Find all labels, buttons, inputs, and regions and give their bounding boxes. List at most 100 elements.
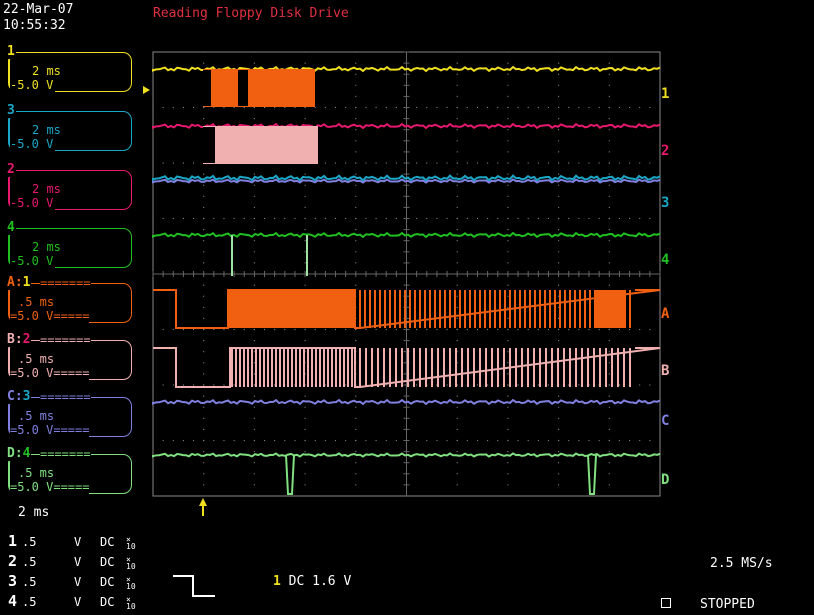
- grid-dot: [355, 106, 357, 109]
- grid-dot: [608, 406, 610, 408]
- vertical-row-1: 1.5 V DC × 10: [8, 532, 136, 551]
- grid-dot: [456, 317, 458, 319]
- grid-dot: [547, 384, 550, 386]
- grid-dot: [324, 162, 326, 164]
- grid-dot: [355, 195, 357, 197]
- grid-dot: [547, 217, 550, 220]
- grid-dot: [507, 351, 509, 353]
- grid-dot: [203, 284, 205, 286]
- math-d-box[interactable]: D:4 ======= .5 ms =5.0 V=====: [6, 446, 132, 494]
- grid-dot: [608, 84, 610, 86]
- grid-dot: [456, 95, 458, 97]
- grid-dot: [558, 428, 560, 430]
- grid-dot: [608, 229, 610, 231]
- grid-dot: [608, 106, 610, 109]
- math-c-box[interactable]: C:3 ======= .5 ms =5.0 V=====: [6, 389, 132, 437]
- grid-dot: [507, 451, 509, 453]
- grid-dot: [182, 328, 185, 331]
- grid-dot: [659, 217, 661, 220]
- marker-1-icon: 1: [661, 86, 670, 102]
- grid-dot: [203, 295, 205, 297]
- grid-dot: [507, 84, 509, 86]
- grid-dot: [182, 384, 185, 386]
- grid-dot: [172, 328, 174, 331]
- grid-dot: [304, 262, 306, 264]
- grid-dot: [314, 328, 316, 331]
- grid-dot: [537, 106, 539, 109]
- grid-dot: [497, 162, 499, 164]
- grid-dot: [203, 395, 205, 397]
- math-a-box[interactable]: A:1 ======= .5 ms =5.0 V=====: [6, 275, 132, 323]
- grid-dot: [608, 362, 610, 364]
- math-c-label: C:3: [6, 389, 32, 404]
- grid-dot: [253, 362, 255, 364]
- math-b-box[interactable]: B:2 ======= .5 ms =5.0 V=====: [6, 332, 132, 380]
- grid-dot: [416, 106, 418, 109]
- grid-dot: [578, 162, 580, 164]
- grid-dot: [608, 428, 610, 430]
- grid-dot: [466, 439, 468, 442]
- grid-dot: [294, 328, 296, 331]
- grid-dot: [304, 284, 306, 286]
- grid-dot: [253, 173, 255, 175]
- grid-dot: [345, 384, 347, 386]
- grid-dot: [476, 384, 479, 386]
- grid-dot: [172, 162, 174, 164]
- grid-dot: [507, 195, 509, 197]
- grid-dot: [355, 462, 357, 464]
- grid-dot: [426, 162, 428, 164]
- math-d-fill: =======: [40, 447, 91, 461]
- channel-4-box[interactable]: 4 2 ms -5.0 V: [6, 220, 132, 268]
- grid-dot: [426, 328, 428, 331]
- grid-dot: [233, 328, 235, 331]
- grid-dot: [213, 106, 215, 109]
- grid-dot: [507, 184, 509, 186]
- channel-4-timebase: 2 ms: [32, 240, 61, 254]
- grid-dot: [243, 328, 245, 331]
- channel-1-box[interactable]: 1 2 ms -5.0 V: [6, 44, 132, 92]
- grid-dot: [334, 106, 337, 109]
- grid-dot: [517, 384, 519, 386]
- grid-dot: [203, 362, 205, 364]
- grid-dot: [608, 384, 610, 386]
- grid-dot: [304, 451, 306, 453]
- grid-dot: [608, 251, 610, 253]
- grid-dot: [253, 240, 255, 242]
- grid-dot: [608, 262, 610, 264]
- grid-dot: [558, 451, 560, 453]
- math-d-trace: [152, 452, 661, 458]
- grid-dot: [355, 140, 357, 142]
- grid-dot: [578, 328, 580, 331]
- grid-dot: [456, 229, 458, 231]
- grid-dot: [355, 439, 357, 442]
- grid-dot: [334, 162, 337, 164]
- grid-dot: [304, 206, 306, 208]
- math-a-burst: [228, 290, 354, 328]
- grid-dot: [355, 229, 357, 231]
- marker-2-icon: 2: [661, 143, 670, 159]
- grid-dot: [355, 173, 357, 175]
- grid-dot: [192, 217, 195, 220]
- channel-3-box[interactable]: 3 2 ms -5.0 V: [6, 103, 132, 151]
- grid-dot: [639, 439, 641, 442]
- math-c-trace: [152, 398, 661, 406]
- grid-dot: [659, 106, 661, 109]
- grid-dot: [334, 439, 337, 442]
- grid-dot: [355, 84, 357, 86]
- grid-dot: [517, 106, 519, 109]
- grid-dot: [284, 106, 286, 109]
- grid-dot: [649, 106, 651, 109]
- channel-2-burst: [203, 126, 318, 164]
- grid-dot: [507, 317, 509, 319]
- grid-dot: [304, 106, 306, 109]
- grid-dot: [476, 106, 479, 109]
- grid-dot: [558, 229, 560, 231]
- channel-2-box[interactable]: 2 2 ms -5.0 V: [6, 162, 132, 210]
- grid-dot: [639, 328, 641, 331]
- grid-dot: [355, 428, 357, 430]
- grid-dot: [324, 106, 326, 109]
- channel-1-label: 1: [6, 44, 16, 59]
- channel-3-trace: [152, 174, 661, 182]
- grid-dot: [578, 217, 580, 220]
- grid-dot: [294, 439, 296, 442]
